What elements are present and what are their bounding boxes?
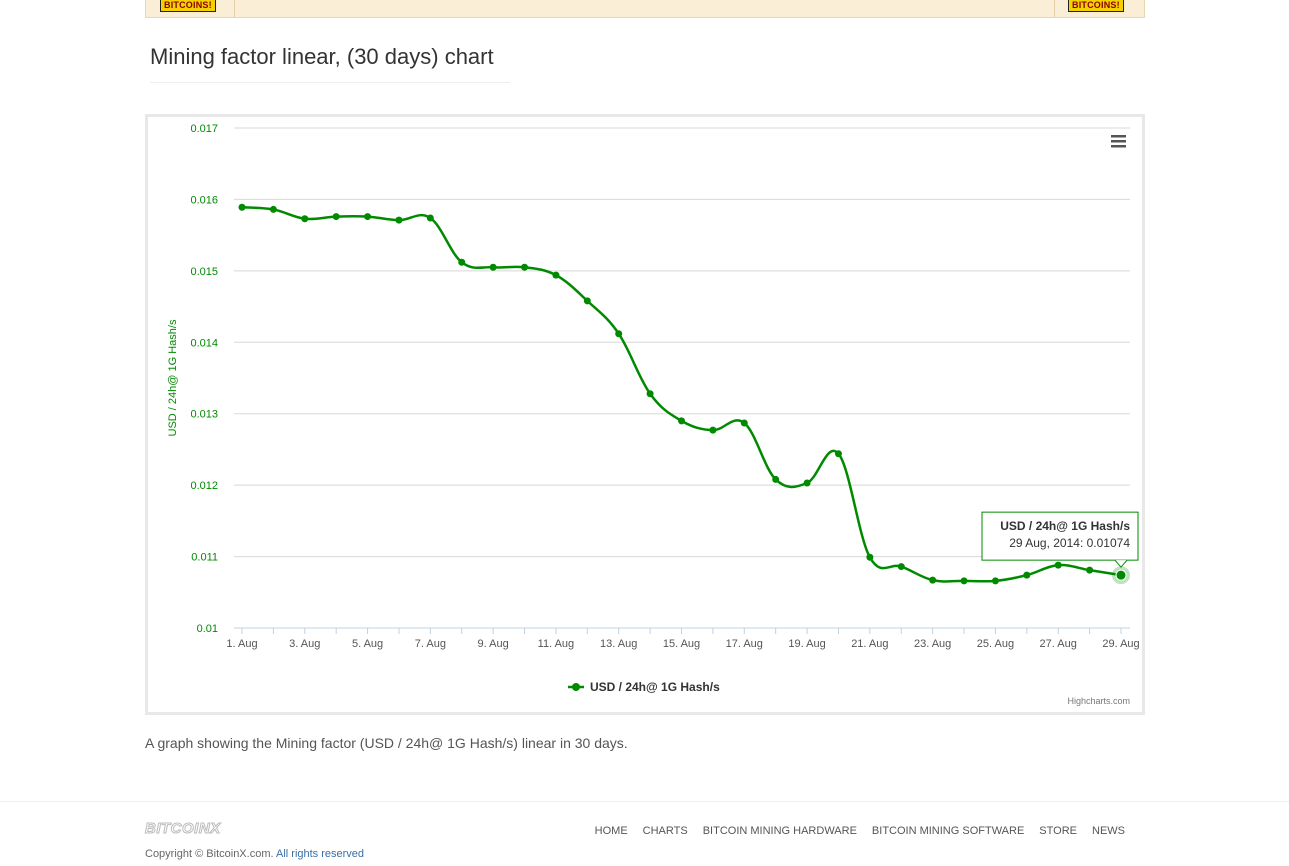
data-point[interactable] [301, 215, 309, 223]
x-tick-label: 13. Aug [600, 638, 637, 650]
data-point[interactable] [521, 263, 529, 271]
x-tick-label: 27. Aug [1040, 638, 1077, 650]
x-tick-label: 3. Aug [289, 638, 320, 650]
nav-home[interactable]: HOME [594, 825, 628, 837]
series-points[interactable] [238, 203, 1131, 585]
rights-text: All rights reserved [276, 848, 365, 860]
data-point[interactable] [1023, 571, 1031, 579]
y-tick-label: 0.016 [190, 194, 218, 206]
data-point[interactable] [803, 479, 811, 487]
x-tick-label: 19. Aug [788, 638, 825, 650]
nav-mining-hardware[interactable]: BITCOIN MINING HARDWARE [702, 825, 857, 837]
x-tick-label: 23. Aug [914, 638, 951, 650]
x-tick-label: 5. Aug [352, 638, 383, 650]
tooltip: USD / 24h@ 1G Hash/s 29 Aug, 2014: 0.010… [981, 511, 1139, 568]
data-point[interactable] [395, 216, 403, 224]
footer: BITCOINX Copyright © BitcoinX.com. All r… [0, 801, 1289, 866]
banner-divider-left [234, 0, 235, 17]
data-point[interactable] [489, 263, 497, 271]
y-tick-label: 0.015 [190, 266, 218, 278]
data-point[interactable] [238, 203, 246, 211]
top-banner: BITCOINS! BITCOINS! [145, 0, 1145, 18]
grid-lines [234, 127, 1130, 634]
nav-store[interactable]: STORE [1039, 825, 1077, 837]
x-tick-label: 15. Aug [663, 638, 700, 650]
copyright-text: Copyright © BitcoinX.com. [145, 848, 274, 860]
data-point[interactable] [583, 297, 591, 305]
data-point[interactable] [960, 577, 968, 585]
data-point[interactable] [269, 205, 277, 213]
data-point[interactable] [709, 426, 717, 434]
data-point[interactable] [897, 563, 905, 571]
y-axis-label: USD / 24h@ 1G Hash/s [167, 319, 179, 436]
y-tick-label: 0.01 [197, 623, 218, 635]
data-point[interactable] [1115, 569, 1127, 581]
footer-logo[interactable]: BITCOINX [145, 820, 221, 838]
tooltip-title: USD / 24h@ 1G Hash/s [1000, 519, 1130, 533]
data-point[interactable] [929, 576, 937, 584]
nav-charts[interactable]: CHARTS [642, 825, 688, 837]
data-point[interactable] [866, 553, 874, 561]
nav-news[interactable]: NEWS [1092, 825, 1125, 837]
tooltip-pointer [1114, 559, 1128, 568]
y-tick-label: 0.012 [190, 480, 218, 492]
data-point[interactable] [458, 258, 466, 266]
y-tick-label: 0.011 [191, 552, 218, 564]
x-tick-label: 17. Aug [726, 638, 763, 650]
data-point[interactable] [1086, 566, 1094, 574]
page-title: Mining factor linear, (30 days) chart [150, 44, 510, 83]
banner-badge-left[interactable]: BITCOINS! [160, 0, 216, 12]
data-point[interactable] [834, 450, 842, 458]
data-point[interactable] [740, 419, 748, 427]
x-tick-label: 1. Aug [226, 638, 257, 650]
banner-divider-right [1054, 0, 1055, 17]
footer-nav: HOME CHARTS BITCOIN MINING HARDWARE BITC… [595, 825, 1125, 837]
nav-mining-software[interactable]: BITCOIN MINING SOFTWARE [871, 825, 1025, 837]
y-tick-label: 0.013 [190, 409, 218, 421]
y-axis-tick-labels: 0.01 0.011 0.012 0.013 0.014 0.015 0.016 0.017 [190, 123, 218, 635]
x-tick-label: 21. Aug [851, 638, 888, 650]
x-tick-label: 9. Aug [478, 638, 509, 650]
x-axis-tick-labels: 1. Aug 3. Aug 5. Aug 7. Aug 9. Aug 11. Aug 13.… [226, 638, 1139, 650]
data-point[interactable] [364, 213, 372, 221]
credit-link[interactable]: Highcharts.com [1067, 696, 1130, 706]
data-point[interactable] [772, 475, 780, 483]
x-tick-label: 25. Aug [977, 638, 1014, 650]
series-line [241, 206, 1122, 583]
data-point[interactable] [646, 390, 654, 398]
x-tick-label: 11. Aug [538, 638, 575, 650]
chart-caption: A graph showing the Mining factor (USD /… [145, 735, 628, 751]
legend-item[interactable]: USD / 24h@ 1G Hash/s [590, 680, 720, 694]
data-point[interactable] [991, 577, 999, 585]
chart-container: 0.01 0.011 0.012 0.013 0.014 0.015 0.016 0.017 … [145, 114, 1145, 715]
x-tick-label: 29. Aug [1102, 638, 1139, 650]
data-point[interactable] [552, 271, 560, 279]
x-tick-label: 7. Aug [415, 638, 446, 650]
data-point[interactable] [1054, 561, 1062, 569]
data-point[interactable] [615, 330, 623, 338]
legend[interactable]: USD / 24h@ 1G Hash/s [568, 680, 720, 694]
legend-marker [572, 683, 580, 691]
data-point[interactable] [678, 417, 685, 425]
menu-icon[interactable] [1111, 135, 1126, 148]
banner-badge-right[interactable]: BITCOINS! [1068, 0, 1124, 12]
mining-factor-chart: 0.010.0110.0120.0130.0140.0150.0160.017 … [167, 123, 1140, 706]
y-tick-label: 0.017 [190, 123, 218, 135]
y-tick-label: 0.014 [190, 337, 218, 349]
copyright: Copyright © BitcoinX.com. All rights res… [145, 848, 364, 860]
data-point[interactable] [332, 213, 340, 221]
data-point[interactable] [426, 214, 434, 222]
tooltip-text: 29 Aug, 2014: 0.01074 [1009, 536, 1130, 550]
